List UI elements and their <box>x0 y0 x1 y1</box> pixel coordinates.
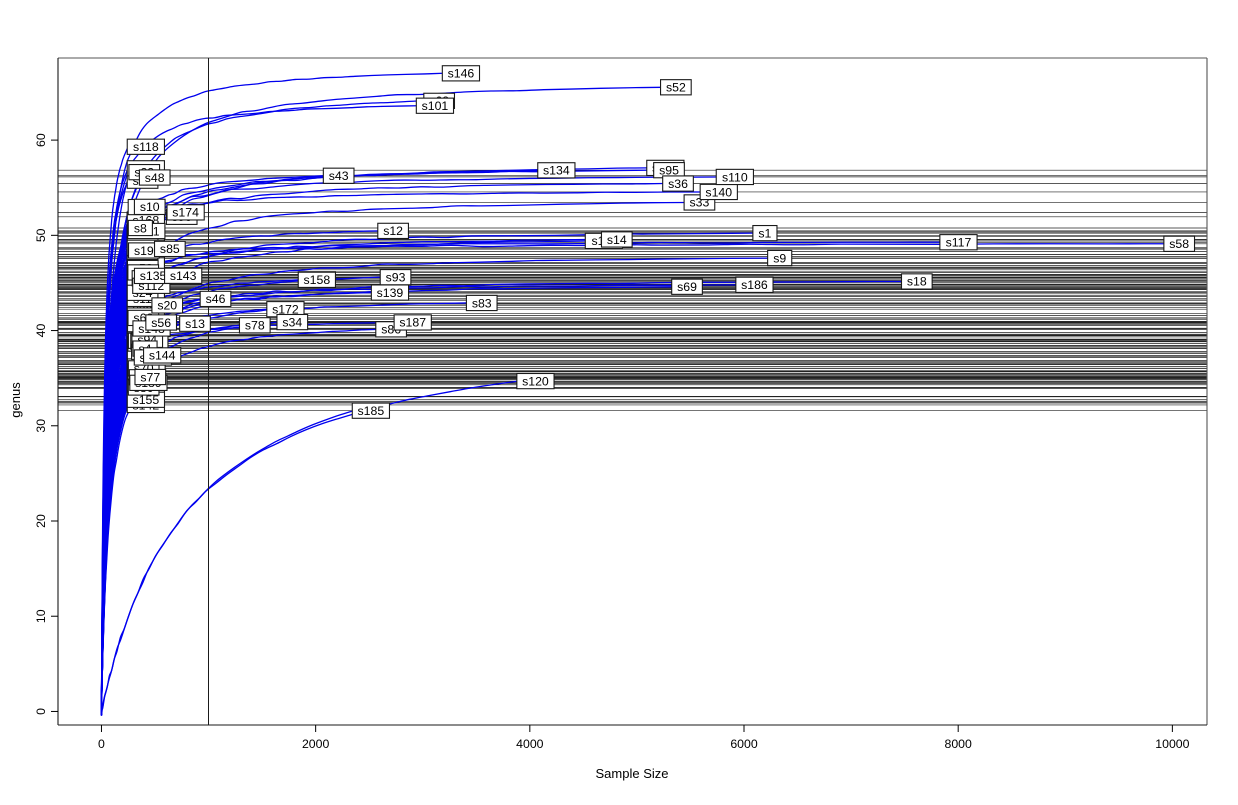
svg-text:4000: 4000 <box>516 737 544 751</box>
svg-text:s46: s46 <box>206 292 226 306</box>
svg-text:s20: s20 <box>157 299 177 313</box>
svg-text:s8: s8 <box>134 221 147 235</box>
svg-text:s120: s120 <box>522 374 549 388</box>
svg-text:s187: s187 <box>399 316 426 330</box>
svg-text:s143: s143 <box>170 269 197 283</box>
svg-text:20: 20 <box>34 514 48 528</box>
svg-text:s146: s146 <box>448 67 475 81</box>
svg-text:s18: s18 <box>907 275 927 289</box>
svg-text:10: 10 <box>34 609 48 623</box>
svg-text:s9: s9 <box>773 251 786 265</box>
svg-text:s135: s135 <box>140 269 167 283</box>
svg-text:s10: s10 <box>140 200 160 214</box>
svg-text:s77: s77 <box>140 370 160 384</box>
svg-text:s52: s52 <box>666 81 686 95</box>
svg-text:s101: s101 <box>422 99 449 113</box>
svg-text:s95: s95 <box>659 163 679 177</box>
svg-text:genus: genus <box>8 382 23 418</box>
svg-text:0: 0 <box>98 737 105 751</box>
svg-text:0: 0 <box>34 708 48 715</box>
svg-text:s139: s139 <box>377 286 404 300</box>
svg-text:s117: s117 <box>946 236 972 250</box>
svg-text:s43: s43 <box>329 169 349 183</box>
svg-text:s83: s83 <box>472 296 492 310</box>
svg-text:s186: s186 <box>741 278 768 292</box>
svg-text:s19: s19 <box>134 244 154 258</box>
svg-text:s118: s118 <box>133 140 159 154</box>
svg-text:s69: s69 <box>677 280 697 294</box>
svg-text:60: 60 <box>34 133 48 147</box>
svg-text:40: 40 <box>34 324 48 338</box>
svg-text:s58: s58 <box>1169 237 1189 251</box>
svg-text:s1: s1 <box>758 226 771 240</box>
svg-text:s134: s134 <box>543 164 570 178</box>
svg-text:2000: 2000 <box>302 737 330 751</box>
svg-text:s13: s13 <box>185 317 205 331</box>
svg-text:s185: s185 <box>358 404 385 418</box>
svg-text:s158: s158 <box>304 273 331 287</box>
svg-text:s34: s34 <box>282 315 302 329</box>
svg-text:10000: 10000 <box>1155 737 1189 751</box>
svg-text:30: 30 <box>34 419 48 433</box>
svg-text:s140: s140 <box>705 185 732 199</box>
svg-text:s93: s93 <box>386 270 406 284</box>
svg-text:s110: s110 <box>722 170 748 184</box>
svg-text:s85: s85 <box>160 242 180 256</box>
svg-text:s174: s174 <box>172 206 199 220</box>
svg-text:6000: 6000 <box>730 737 758 751</box>
svg-text:s14: s14 <box>607 233 627 247</box>
svg-text:50: 50 <box>34 228 48 242</box>
svg-text:s48: s48 <box>145 171 165 185</box>
svg-text:s56: s56 <box>151 316 171 330</box>
svg-text:s12: s12 <box>383 224 403 238</box>
svg-text:8000: 8000 <box>945 737 973 751</box>
svg-text:s36: s36 <box>668 177 688 191</box>
svg-text:Sample Size: Sample Size <box>596 766 669 781</box>
svg-text:s144: s144 <box>149 349 176 363</box>
svg-text:s78: s78 <box>245 319 265 333</box>
